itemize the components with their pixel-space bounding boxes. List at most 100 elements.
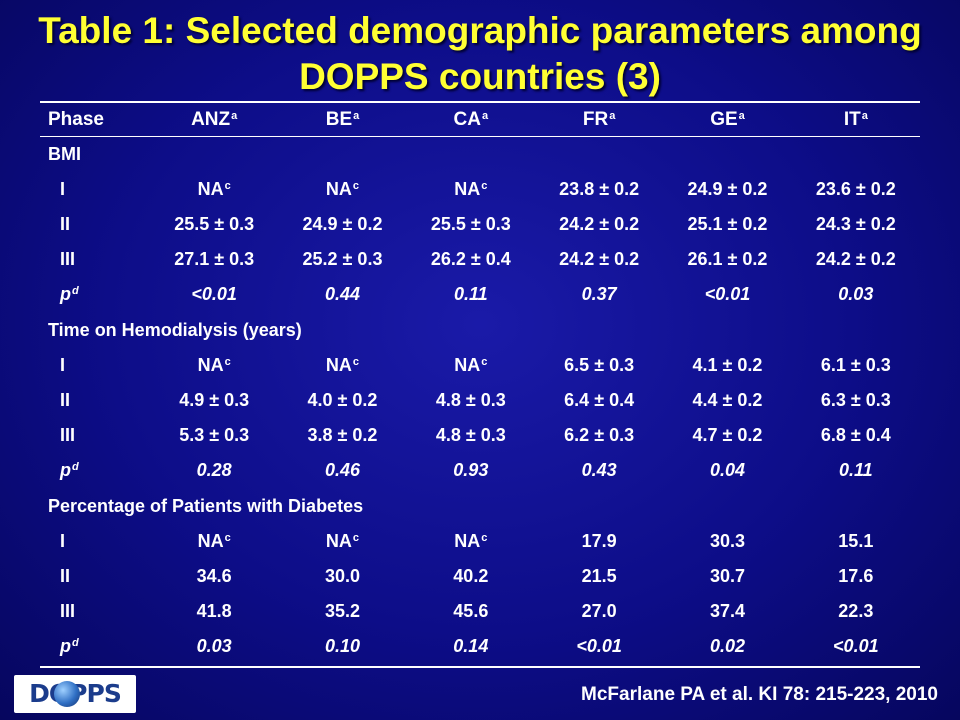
table-cell: 0.44 [278,277,406,312]
table-cell: 22.3 [792,594,920,629]
table-cell: 0.93 [407,453,535,488]
col-header-name: ANZ [191,108,231,130]
table-row: II 25.5 ± 0.3 24.9 ± 0.2 25.5 ± 0.3 24.2 ± 0… [40,207,920,242]
cell-value: 0.03 [196,636,232,656]
cell-value: 4.0 ± 0.2 [307,390,378,410]
cell-value: NA [325,355,352,375]
table-cell: 0.46 [278,453,406,488]
table-cell: 25.5 ± 0.3 [150,207,278,242]
cell-value: <0.01 [191,284,237,304]
table-cell: NAc [278,348,406,383]
footnote-mark: c [352,180,360,192]
cell-value: 0.11 [838,460,873,480]
cell-value: 26.2 ± 0.4 [430,249,511,269]
cell-value: 24.2 ± 0.2 [559,214,640,234]
cell-value: 21.5 [581,566,617,586]
dopps-logo: DOPPS [14,675,136,713]
cell-value: 0.10 [324,636,361,656]
cell-value: p [60,460,71,480]
table-cell: 17.9 [535,524,663,559]
footnote-mark: c [224,180,231,192]
cell-value: 4.8 ± 0.3 [435,390,506,410]
footnote-mark: c [224,532,231,544]
table-cell: NAc [407,172,535,207]
phase-label: I [40,172,150,207]
footnote-mark: d [72,637,79,649]
table-cell: 6.1 ± 0.3 [792,348,920,383]
col-header-name: GE [710,108,738,130]
table-row: III 5.3 ± 0.3 3.8 ± 0.2 4.8 ± 0.3 6.2 ± 0.3 4… [40,418,920,453]
footnote-mark: c [352,356,360,368]
cell-value: 30.3 [709,531,745,551]
phase-label: III [40,242,150,277]
table-cell: 0.11 [407,277,535,312]
cell-value: 40.2 [453,566,489,586]
cell-value: 30.0 [324,566,361,586]
cell-value: 5.3 ± 0.3 [179,425,250,445]
col-header: ANZa [150,103,278,136]
cell-value: 0.44 [324,284,361,304]
cell-value: 24.2 ± 0.2 [559,249,640,269]
section-heading: Time on Hemodialysis (years) [48,319,302,340]
table-cell: 4.1 ± 0.2 [663,348,791,383]
cell-value: <0.01 [833,636,879,656]
table-row: I NAc NAc NAc 17.9 30.3 15.1 [40,524,920,559]
cell-value: 30.7 [709,566,745,586]
section-heading-row: Percentage of Patients with Diabetes [40,488,920,524]
col-header: CAa [407,103,535,136]
footnote-mark: d [72,285,79,297]
footnote-mark: c [481,532,488,544]
cell-value: 0.43 [581,460,617,480]
table-cell: 30.7 [663,559,791,594]
cell-value: <0.01 [704,284,751,304]
table-cell: 6.4 ± 0.4 [535,383,663,418]
table-row: pd <0.01 0.44 0.11 0.37 <0.01 0.03 [40,277,920,312]
cell-value: 6.8 ± 0.4 [820,425,891,445]
cell-value: 24.9 ± 0.2 [687,179,768,199]
cell-value: 25.1 ± 0.2 [687,214,768,234]
table-cell: 25.2 ± 0.3 [278,242,406,277]
table-cell: 5.3 ± 0.3 [150,418,278,453]
table-cell: 30.3 [663,524,791,559]
cell-value: I [60,179,66,199]
table-cell: 17.6 [792,559,920,594]
table-cell: NAc [407,524,535,559]
table-cell: 37.4 [663,594,791,629]
table-cell: 4.4 ± 0.2 [663,383,791,418]
col-header-sup: a [738,109,745,122]
table-cell: 4.9 ± 0.3 [150,383,278,418]
table-top-rule [40,101,920,103]
footnote-mark: c [224,356,231,368]
table-cell: 35.2 [278,594,406,629]
cell-value: 0.28 [196,460,232,480]
phase-label: III [40,594,150,629]
phase-label: pd [40,629,150,664]
cell-value: I [60,355,66,375]
table-cell: 0.14 [407,629,535,664]
table-row: II 4.9 ± 0.3 4.0 ± 0.2 4.8 ± 0.3 6.4 ± 0.4 4.… [40,383,920,418]
cell-value: II [60,390,71,410]
cell-value: 3.8 ± 0.2 [307,425,378,445]
cell-value: 25.5 ± 0.3 [174,214,255,234]
table-cell: 26.2 ± 0.4 [407,242,535,277]
cell-value: II [60,214,71,234]
cell-value: p [60,284,71,304]
phase-label: II [40,559,150,594]
table-cell: 3.8 ± 0.2 [278,418,406,453]
table-cell: 24.9 ± 0.2 [278,207,406,242]
table-cell: <0.01 [663,277,791,312]
cell-value: III [60,601,76,621]
table-row: II 34.6 30.0 40.2 21.5 30.7 17.6 [40,559,920,594]
phase-label: pd [40,453,150,488]
cell-value: NA [197,355,224,375]
footnote-mark: c [481,356,488,368]
cell-value: 23.8 ± 0.2 [559,179,640,199]
cell-value: 0.11 [453,284,488,304]
section-heading: BMI [48,143,81,164]
cell-value: 27.1 ± 0.3 [174,249,255,269]
table-cell: NAc [150,524,278,559]
citation: McFarlane PA et al. KI 78: 215-223, 2010 [581,684,938,705]
table-cell: 0.11 [792,453,920,488]
phase-label: pd [40,277,150,312]
table-cell: 25.5 ± 0.3 [407,207,535,242]
